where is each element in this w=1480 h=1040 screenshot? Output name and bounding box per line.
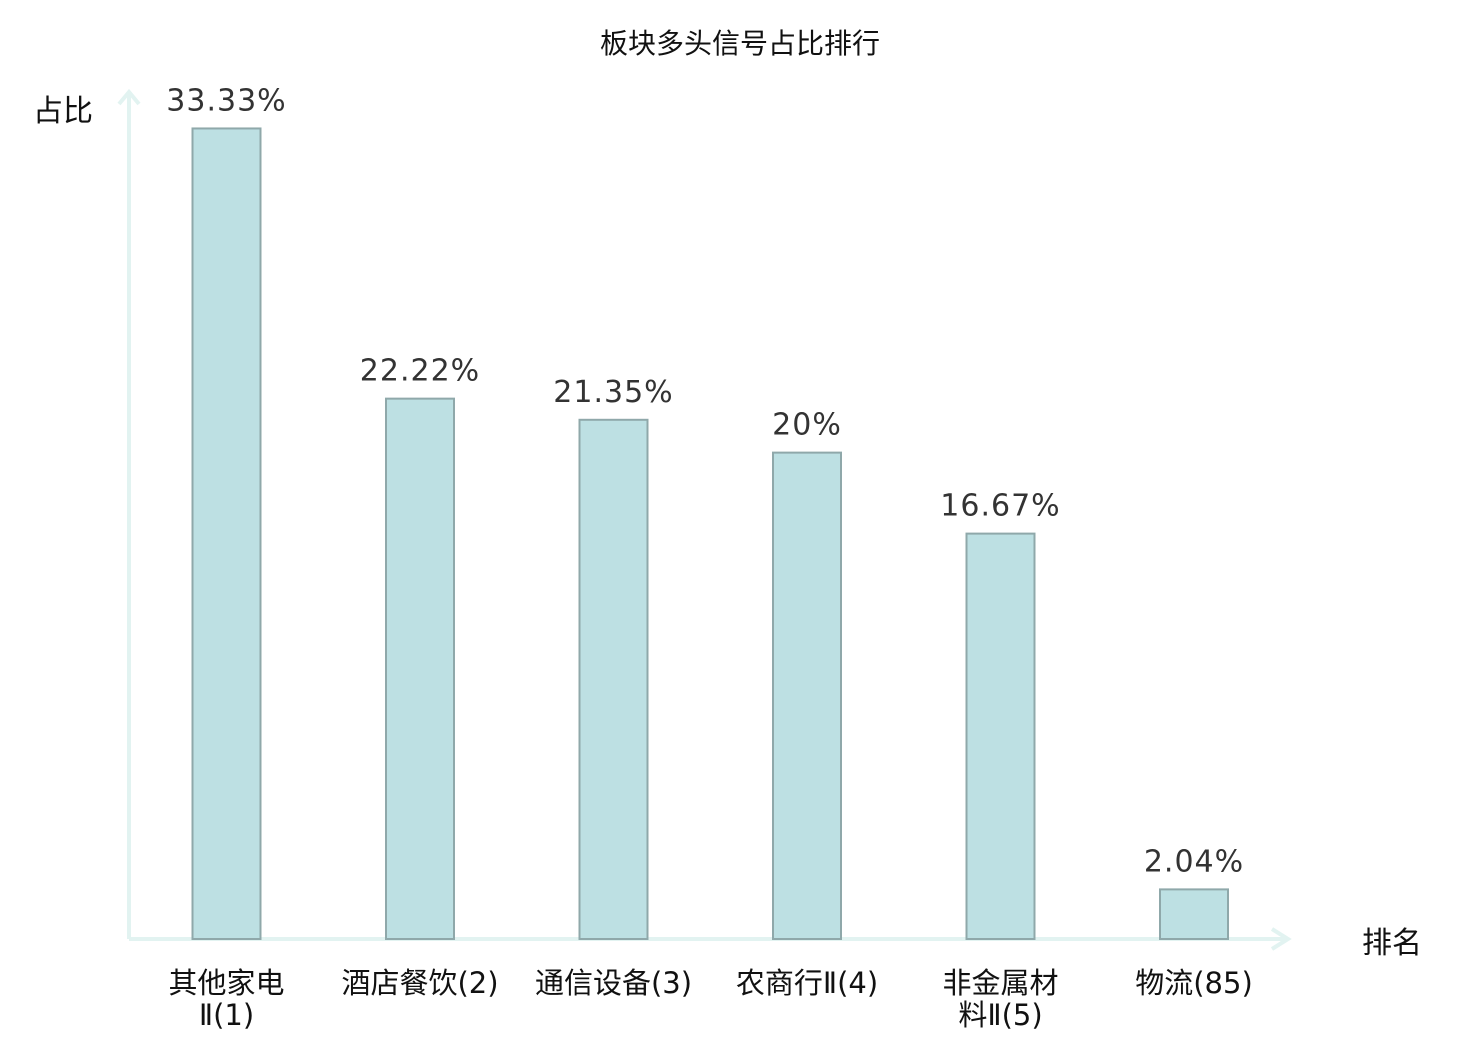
bar-6: [1159, 888, 1229, 941]
value-label-5: 16.67%: [940, 489, 1060, 524]
value-labels-group: 33.33% 22.22% 21.35% 20% 16.67% 2.04%: [166, 83, 1244, 879]
category-label-5-line-2: 料Ⅱ(5): [958, 998, 1042, 1032]
bars-group: [191, 127, 1229, 941]
chart-title: 板块多头信号占比排行: [600, 27, 880, 60]
category-label-1-line-2: Ⅱ(1): [199, 998, 254, 1032]
y-axis-arrow: [117, 88, 141, 106]
bar-4: [772, 451, 842, 940]
category-label-5-line-1: 非金属材: [942, 966, 1058, 1000]
bar-5: [965, 532, 1036, 940]
value-label-3: 21.35%: [553, 375, 673, 410]
y-axis-label: 占比: [33, 94, 93, 129]
category-label-2: 酒店餐饮(2): [341, 966, 498, 1000]
category-label-6: 物流(85): [1135, 966, 1253, 1000]
x-axis-label: 排名: [1362, 926, 1422, 961]
value-label-4: 20%: [772, 408, 842, 443]
category-label-3: 通信设备(3): [535, 966, 692, 1000]
bar-3: [578, 418, 649, 941]
category-label-4: 农商行Ⅱ(4): [736, 966, 878, 1000]
value-label-6: 2.04%: [1144, 844, 1244, 879]
bar-1: [191, 127, 262, 940]
value-label-1: 33.33%: [166, 83, 286, 118]
value-label-2: 22.22%: [360, 354, 480, 389]
x-axis-arrow: [1270, 927, 1292, 951]
bar-2: [385, 397, 455, 940]
category-label-1-line-1: 其他家电: [168, 966, 284, 1000]
